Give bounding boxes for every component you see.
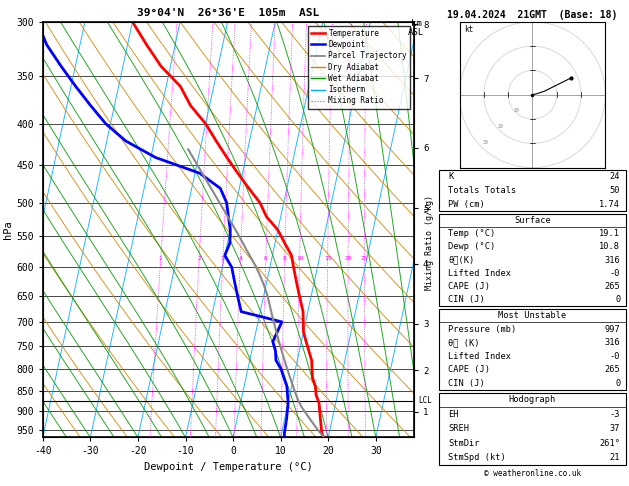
Text: K: K — [448, 173, 454, 181]
X-axis label: Dewpoint / Temperature (°C): Dewpoint / Temperature (°C) — [144, 462, 313, 472]
Text: StmDir: StmDir — [448, 438, 480, 448]
Text: Lifted Index: Lifted Index — [448, 269, 511, 278]
Text: LCL: LCL — [418, 397, 432, 405]
Text: 2: 2 — [197, 256, 201, 261]
Text: km: km — [411, 19, 422, 29]
Text: 10.8: 10.8 — [599, 243, 620, 251]
Text: 15: 15 — [324, 256, 331, 261]
Text: 1.74: 1.74 — [599, 200, 620, 209]
Text: kt: kt — [464, 25, 474, 34]
Text: 10: 10 — [296, 256, 303, 261]
Text: 265: 265 — [604, 282, 620, 291]
Text: Totals Totals: Totals Totals — [448, 186, 516, 195]
Text: 21: 21 — [610, 453, 620, 462]
Text: 30: 30 — [482, 139, 488, 145]
Title: 39°04'N  26°36'E  105m  ASL: 39°04'N 26°36'E 105m ASL — [137, 8, 320, 18]
Text: CAPE (J): CAPE (J) — [448, 282, 491, 291]
Text: -0: -0 — [610, 352, 620, 361]
Text: 19.1: 19.1 — [599, 229, 620, 238]
Y-axis label: hPa: hPa — [3, 220, 13, 239]
Text: 20: 20 — [344, 256, 352, 261]
Text: 4: 4 — [238, 256, 242, 261]
Text: 19.04.2024  21GMT  (Base: 18): 19.04.2024 21GMT (Base: 18) — [447, 10, 618, 20]
Text: 37: 37 — [610, 424, 620, 433]
Text: Temp (°C): Temp (°C) — [448, 229, 496, 238]
Text: 25: 25 — [360, 256, 368, 261]
Text: StmSpd (kt): StmSpd (kt) — [448, 453, 506, 462]
Text: Dewp (°C): Dewp (°C) — [448, 243, 496, 251]
Text: © weatheronline.co.uk: © weatheronline.co.uk — [484, 469, 581, 478]
Text: Most Unstable: Most Unstable — [498, 311, 567, 320]
Text: SREH: SREH — [448, 424, 469, 433]
Text: 1: 1 — [159, 256, 162, 261]
Text: -3: -3 — [610, 410, 620, 419]
Text: Surface: Surface — [514, 216, 551, 225]
Legend: Temperature, Dewpoint, Parcel Trajectory, Dry Adiabat, Wet Adiabat, Isotherm, Mi: Temperature, Dewpoint, Parcel Trajectory… — [308, 26, 410, 108]
Text: CAPE (J): CAPE (J) — [448, 365, 491, 374]
Text: 0: 0 — [615, 295, 620, 304]
Text: 997: 997 — [604, 325, 620, 333]
Text: 8: 8 — [282, 256, 286, 261]
Text: θᴇ (K): θᴇ (K) — [448, 338, 480, 347]
Text: 316: 316 — [604, 256, 620, 264]
Text: Hodograph: Hodograph — [509, 396, 556, 404]
Text: PW (cm): PW (cm) — [448, 200, 485, 209]
Text: 0: 0 — [615, 379, 620, 388]
Text: 50: 50 — [610, 186, 620, 195]
Text: 6: 6 — [264, 256, 268, 261]
Text: Pressure (mb): Pressure (mb) — [448, 325, 516, 333]
Text: 316: 316 — [604, 338, 620, 347]
Text: 20: 20 — [498, 124, 504, 129]
Text: -0: -0 — [610, 269, 620, 278]
Text: 10: 10 — [514, 108, 520, 113]
Text: CIN (J): CIN (J) — [448, 379, 485, 388]
Text: Lifted Index: Lifted Index — [448, 352, 511, 361]
Text: EH: EH — [448, 410, 459, 419]
Text: θᴇ(K): θᴇ(K) — [448, 256, 475, 264]
Text: 261°: 261° — [599, 438, 620, 448]
Text: 3: 3 — [221, 256, 225, 261]
Text: 265: 265 — [604, 365, 620, 374]
Text: CIN (J): CIN (J) — [448, 295, 485, 304]
Text: ASL: ASL — [408, 28, 425, 37]
Text: Mixing Ratio (g/kg): Mixing Ratio (g/kg) — [425, 195, 434, 291]
Text: 24: 24 — [610, 173, 620, 181]
